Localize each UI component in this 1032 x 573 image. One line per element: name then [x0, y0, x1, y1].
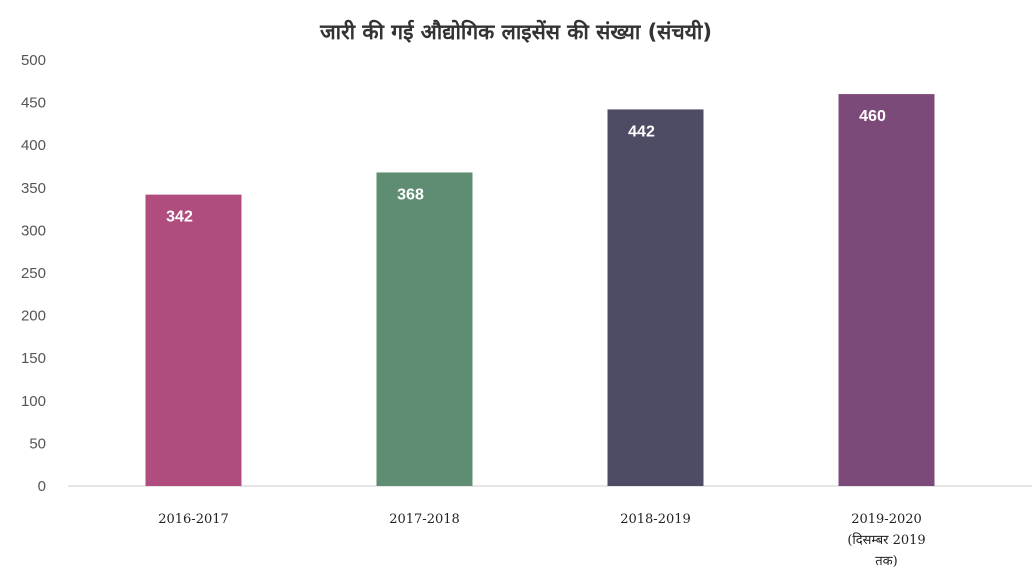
bar — [376, 172, 473, 487]
data-label: 460 — [859, 108, 886, 125]
bar — [145, 194, 242, 486]
y-tick-label: 350 — [21, 180, 46, 197]
x-category-label: तक) — [875, 554, 897, 569]
data-label: 342 — [166, 209, 193, 226]
y-tick-label: 0 — [38, 478, 46, 495]
y-tick-label: 300 — [21, 222, 46, 239]
y-tick-label: 500 — [21, 52, 46, 69]
x-category-label: 2018-2019 — [620, 512, 691, 527]
y-tick-label: 250 — [21, 265, 46, 282]
bar — [607, 109, 704, 486]
data-label: 442 — [628, 123, 655, 140]
y-tick-label: 150 — [21, 350, 46, 367]
y-tick-label: 100 — [21, 393, 46, 410]
x-category-label: (दिसम्बर 2019 — [847, 532, 925, 548]
x-category-label: 2019-2020 — [851, 512, 922, 527]
data-label: 368 — [397, 186, 424, 203]
y-tick-label: 400 — [21, 137, 46, 154]
bar — [838, 94, 935, 486]
y-tick-label: 50 — [29, 435, 46, 452]
y-tick-label: 200 — [21, 308, 46, 325]
x-category-label: 2017-2018 — [389, 512, 460, 527]
y-tick-label: 450 — [21, 95, 46, 112]
x-category-label: 2016-2017 — [158, 512, 229, 527]
chart-title: जारी की गई औद्योगिक लाइसेंस की संख्या (स… — [320, 20, 712, 44]
